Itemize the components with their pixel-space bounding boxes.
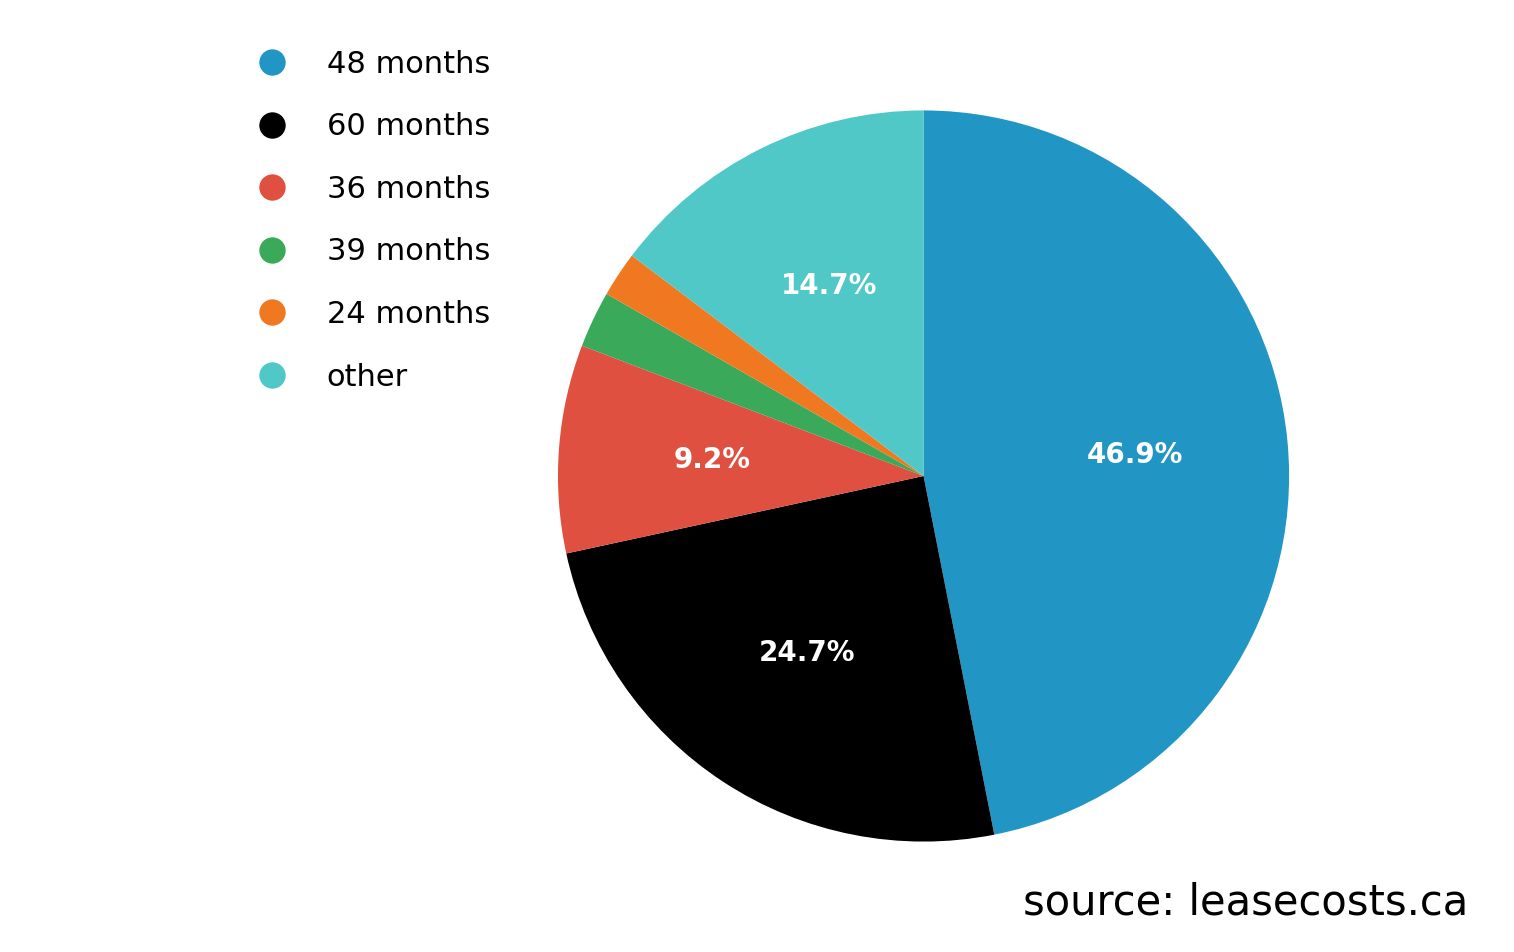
Text: 46.9%: 46.9% [1087, 442, 1182, 469]
Text: 9.2%: 9.2% [674, 446, 751, 474]
Wedge shape [559, 346, 924, 553]
Wedge shape [631, 110, 924, 476]
Text: 14.7%: 14.7% [781, 272, 877, 300]
Wedge shape [566, 476, 995, 842]
Wedge shape [924, 110, 1288, 835]
Text: source: leasecosts.ca: source: leasecosts.ca [1023, 882, 1469, 923]
Text: 24.7%: 24.7% [759, 639, 855, 667]
Wedge shape [581, 294, 924, 476]
Legend: 48 months, 60 months, 36 months, 39 months, 24 months, other: 48 months, 60 months, 36 months, 39 mont… [226, 34, 506, 407]
Wedge shape [607, 255, 924, 476]
